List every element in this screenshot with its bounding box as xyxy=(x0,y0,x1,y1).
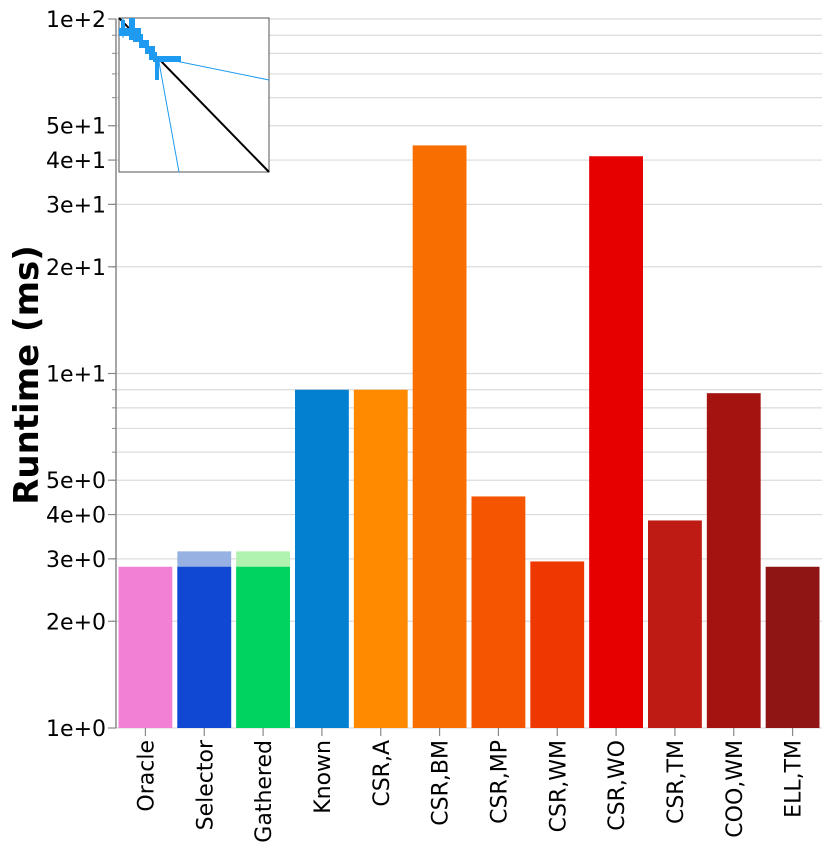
y-axis-title: Runtime (ms) xyxy=(7,245,47,505)
bar-csr-bm xyxy=(412,145,467,729)
x-tick-label: Known xyxy=(311,740,336,814)
x-tick-label: CSR,BM xyxy=(429,740,454,826)
inset-block xyxy=(145,46,155,54)
inset-block xyxy=(133,34,143,42)
grid-lines xyxy=(116,18,822,729)
sparse-matrix-inset xyxy=(118,17,270,173)
inset-block xyxy=(139,40,149,48)
bar-csr-tm xyxy=(648,520,702,728)
x-tick-label: Selector xyxy=(193,739,218,830)
x-tick-label: ELL,TM xyxy=(782,740,807,818)
bar-coo-wm xyxy=(706,393,761,728)
y-tick-label: 5e+1 xyxy=(46,115,106,140)
y-tick-label: 2e+1 xyxy=(46,256,106,281)
y-tick-label: 4e+1 xyxy=(46,149,106,174)
inset-block xyxy=(129,18,135,40)
y-tick-label: 2e+0 xyxy=(46,610,106,635)
x-tick-label: Gathered xyxy=(252,740,277,843)
bar-csr-mp xyxy=(471,496,526,728)
y-axis: 1e+0 2e+0 3e+0 4e+0 5e+0 1e+1 2e+1 3e+1 4e+1 5e+1… xyxy=(46,8,117,742)
bar-csr-wm xyxy=(530,561,585,728)
bar-overlay-selector xyxy=(177,566,232,728)
x-tick-label: CSR,WO xyxy=(605,740,630,831)
x-tick-label: CSR,A xyxy=(370,740,395,807)
bar-overlay-gathered xyxy=(236,566,290,728)
y-tick-label: 4e+0 xyxy=(46,504,106,529)
y-tick-label: 1e+0 xyxy=(46,717,106,742)
x-tick-label: Oracle xyxy=(134,740,159,812)
x-tick-label: COO,WM xyxy=(723,740,748,838)
y-tick-label: 5e+0 xyxy=(46,469,106,494)
inset-block xyxy=(121,20,125,34)
inset-line xyxy=(158,61,180,173)
x-tick-label: CSR,TM xyxy=(664,740,689,824)
y-tick-label: 1e+2 xyxy=(46,8,106,33)
y-tick-label: 3e+0 xyxy=(46,548,106,573)
bar-ell-tm xyxy=(765,566,820,728)
inset-block xyxy=(153,56,181,62)
y-tick-label: 1e+1 xyxy=(46,363,106,388)
inset-block xyxy=(155,58,159,80)
x-tick-label: CSR,WM xyxy=(546,740,571,832)
y-tick-label: 3e+1 xyxy=(46,193,106,218)
x-axis-labels: Oracle Selector Gathered Known CSR,A CSR,BM CS… xyxy=(134,728,807,843)
x-tick-label: CSR,MP xyxy=(487,740,512,824)
bar-csr-wo xyxy=(589,156,643,728)
bar-oracle xyxy=(118,566,173,728)
bar-csr-a xyxy=(353,389,408,728)
bar-known xyxy=(295,389,349,728)
bars xyxy=(118,145,820,729)
